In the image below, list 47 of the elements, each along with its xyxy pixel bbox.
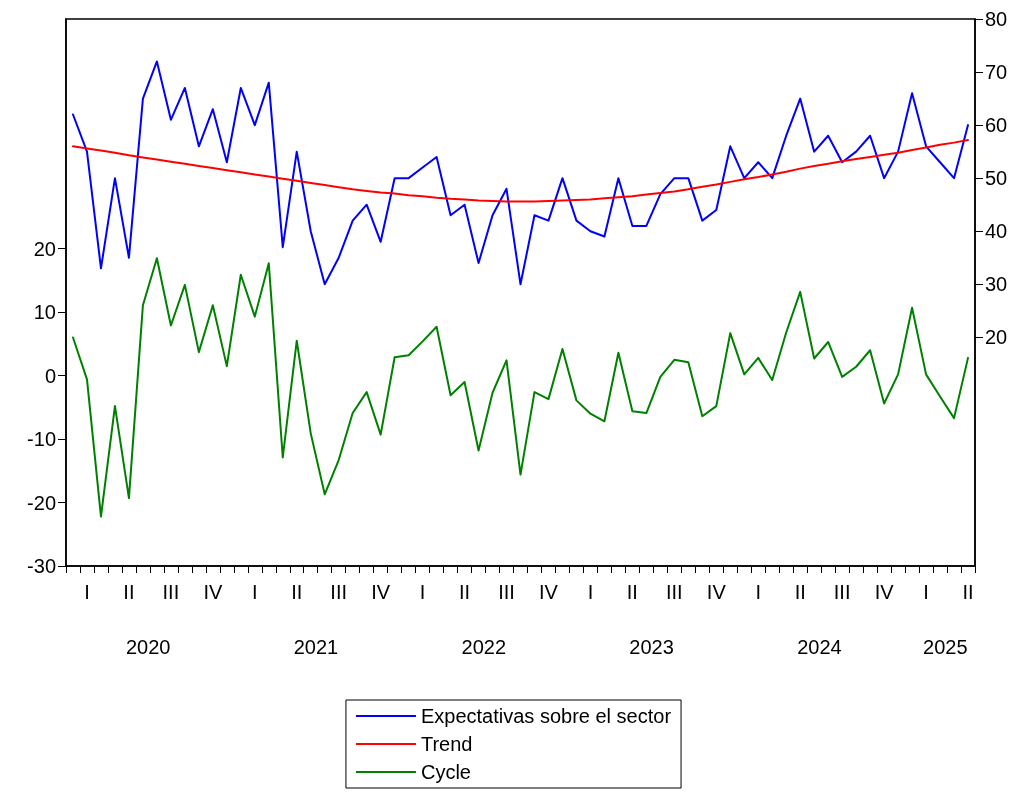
text: 2025 (923, 636, 968, 658)
x-tick-label: IV (203, 581, 223, 603)
x-tick-label: II (291, 581, 303, 603)
y2-tick-label: 70 (985, 61, 1008, 84)
text: 2024 (797, 636, 842, 658)
line-series (71, 257, 970, 518)
y-tick-label: 0 (44, 364, 56, 387)
x-tick-label: IV (539, 581, 559, 603)
y2-tick-label: 80 (985, 8, 1008, 30)
x-tick-label: III (833, 581, 851, 603)
x-tick-label: IV (874, 581, 895, 603)
y2-tick-label: 50 (985, 167, 1008, 190)
x-tick-label: III (162, 581, 180, 603)
line-series (71, 60, 970, 286)
text: 2023 (629, 636, 674, 658)
y-tick-label: 20 (33, 237, 56, 260)
x-tick-label: I (84, 581, 90, 603)
legend-label: Trend (420, 733, 473, 755)
x-tick-label: III (665, 581, 683, 603)
text: 2021 (293, 636, 339, 658)
x-tick-label: III (330, 581, 348, 603)
x-tick-label: I (923, 581, 929, 603)
text: 2020 (125, 636, 171, 658)
legend-label: Expectativas sobre el sector (420, 705, 672, 727)
x-tick-label: I (419, 581, 426, 603)
y-tick-label: -30 (27, 555, 56, 577)
x-tick-label: II (626, 581, 638, 603)
x-tick-label: II (794, 581, 806, 603)
y2-tick-label: 60 (985, 114, 1008, 137)
text: 2022 (461, 636, 507, 658)
x-tick-label: II (459, 581, 471, 603)
x-tick-label: I (755, 581, 762, 603)
y2-tick-label: 30 (985, 273, 1008, 296)
x-tick-label: I (587, 581, 594, 603)
x-tick-label: IV (371, 581, 391, 603)
x-tick-label: II (123, 581, 135, 603)
line-series (71, 138, 970, 203)
y2-tick-label: 20 (985, 326, 1008, 349)
y-tick-label: -20 (27, 491, 56, 514)
x-tick-label: III (498, 581, 515, 603)
x-tick-label: II (962, 581, 974, 603)
x-tick-label: IV (706, 581, 727, 603)
legend-label: Cycle (420, 761, 471, 783)
y-tick-label: -10 (27, 428, 56, 451)
y2-tick-label: 40 (985, 220, 1008, 243)
y-tick-label: 10 (33, 301, 56, 324)
x-tick-label: I (252, 581, 258, 603)
